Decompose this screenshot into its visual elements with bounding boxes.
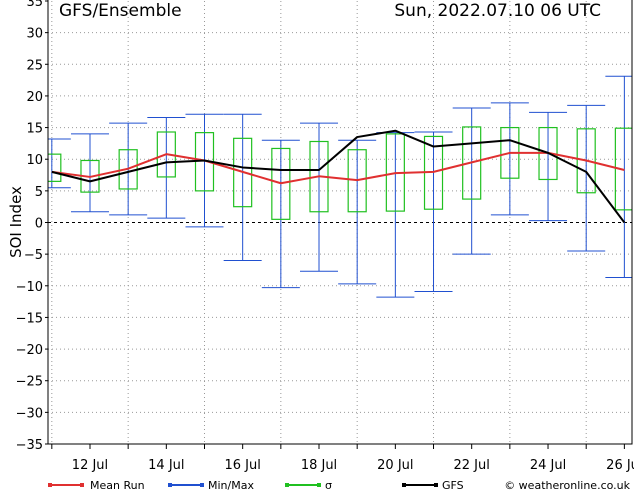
legend-label-sigma: σ xyxy=(325,479,332,490)
x-tick-label: 26 Jul xyxy=(606,458,634,473)
plot-area xyxy=(48,75,632,298)
legend-marker-left xyxy=(402,483,406,487)
sigma-box xyxy=(462,126,482,200)
chart-title: GFS/Ensemble xyxy=(59,1,182,21)
sigma-box xyxy=(347,149,367,213)
legend-label-mean-run: Mean Run xyxy=(90,479,145,490)
x-tick-label: 22 Jul xyxy=(454,458,490,473)
sigma-box xyxy=(576,128,596,194)
credit-text: © weatheronline.co.uk xyxy=(504,479,630,490)
sigma-box xyxy=(614,127,632,211)
legend-marker-right xyxy=(434,483,438,487)
legend: Mean Run Min/Max σ GFS © weatheronline.c… xyxy=(48,479,631,490)
plot-frame xyxy=(47,0,633,445)
gfs-line xyxy=(51,129,626,224)
axes: 35 30 25 20 15 10 5 0 −5 −10 −15 −20 −25 −30 −35 12 Jul… xyxy=(16,0,634,473)
legend-marker-right xyxy=(80,483,84,487)
x-tick-label: 18 Jul xyxy=(301,458,337,473)
legend-marker-left xyxy=(48,483,52,487)
y-tick-label: −25 xyxy=(16,375,43,390)
y-tick-label: 30 xyxy=(26,27,43,42)
y-tick-label: 0 xyxy=(35,217,43,232)
legend-marker-left xyxy=(285,483,289,487)
y-tick-label: −5 xyxy=(24,248,43,263)
mean-run-line xyxy=(51,151,625,185)
y-tick-label: 10 xyxy=(26,153,43,168)
legend-marker-right xyxy=(317,483,321,487)
x-tick-label: 14 Jul xyxy=(148,458,184,473)
y-axis-label: SOI Index xyxy=(7,186,25,258)
legend-marker-right xyxy=(200,483,204,487)
legend-item-gfs: GFS xyxy=(402,479,464,490)
y-tick-label: 20 xyxy=(26,90,43,105)
legend-label-gfs: GFS xyxy=(442,479,464,490)
grid-layer xyxy=(48,1,632,444)
y-tick-label: 35 xyxy=(26,0,43,10)
y-tick-label: −15 xyxy=(16,311,43,326)
run-info: Sun, 2022.07.10 06 UTC xyxy=(394,1,601,21)
sigma-box xyxy=(156,131,176,178)
y-tick-label: 5 xyxy=(35,185,43,200)
y-tick-label: −30 xyxy=(16,406,43,421)
y-tick-label: 15 xyxy=(26,122,43,137)
y-tick-label: −20 xyxy=(16,343,43,358)
y-tick-label: 25 xyxy=(26,58,43,73)
x-tick-label: 16 Jul xyxy=(224,458,260,473)
y-tick-label: −10 xyxy=(16,280,43,295)
y-tick-label: −35 xyxy=(16,438,43,453)
sigma-box xyxy=(233,137,253,208)
x-tick-label: 12 Jul xyxy=(72,458,108,473)
sigma-box xyxy=(48,153,62,182)
legend-item-sigma: σ xyxy=(285,479,332,490)
legend-marker-left xyxy=(168,483,172,487)
x-tick-label: 24 Jul xyxy=(530,458,566,473)
legend-item-minmax: Min/Max xyxy=(168,479,254,490)
legend-item-mean-run: Mean Run xyxy=(48,479,145,490)
legend-label-minmax: Min/Max xyxy=(208,479,254,490)
x-tick-label: 20 Jul xyxy=(377,458,413,473)
sigma-box xyxy=(271,147,291,220)
